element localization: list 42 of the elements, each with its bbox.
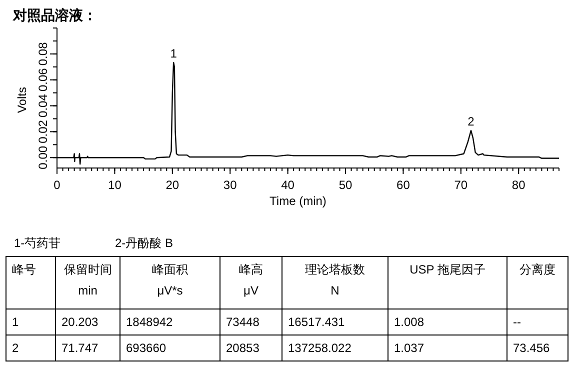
text: 2 — [12, 341, 19, 355]
text: 73.456 — [513, 341, 550, 355]
text: -- — [513, 315, 521, 329]
x-tick-label: 30 — [223, 178, 238, 192]
x-axis-title: Time (min) — [270, 194, 326, 208]
x-tick-label: 0 — [54, 178, 61, 192]
chart-title: 对照品溶液： — [12, 7, 97, 23]
y-tick-label: 0.06 — [36, 68, 50, 92]
text: 1848942 — [126, 315, 174, 329]
x-tick-label: 50 — [338, 178, 352, 192]
text: 693660 — [126, 341, 166, 355]
text: 2-丹酚酸 B — [115, 236, 174, 250]
text: 峰号 — [12, 262, 36, 276]
text: 1 — [12, 315, 19, 329]
y-tick-label: 0.00 — [36, 146, 50, 170]
annotation: 1 — [170, 46, 178, 60]
text: 1.008 — [394, 315, 424, 329]
text: 137258.022 — [288, 341, 352, 355]
text: 峰高 μV — [239, 262, 263, 298]
text: 71.747 — [62, 341, 99, 355]
text: 理论塔板数 N — [305, 262, 365, 298]
y-axis-title: Volts — [15, 86, 29, 114]
text: USP 拖尾因子 — [410, 262, 486, 276]
text: 20853 — [226, 341, 260, 355]
x-tick-label: 80 — [512, 178, 526, 192]
text: 峰面积 μV*s — [152, 262, 188, 298]
y-tick-label: 0.08 — [36, 42, 50, 66]
text: 1.037 — [394, 341, 424, 355]
x-tick-label: 40 — [281, 178, 295, 192]
x-tick-label: 70 — [454, 178, 468, 192]
text: 分离度 — [520, 262, 556, 276]
y-tick-label: 0.04 — [36, 94, 50, 118]
text: 73448 — [226, 315, 260, 329]
text: 1-芍药苷 — [14, 236, 61, 250]
x-tick-label: 10 — [108, 178, 122, 192]
annotation: 2 — [468, 114, 475, 129]
text: 20.203 — [62, 315, 99, 329]
y-tick-label: 0.02 — [36, 120, 50, 144]
x-tick-label: 60 — [396, 178, 410, 192]
x-tick-label: 20 — [166, 178, 180, 192]
text: 保留时间 min — [64, 262, 112, 298]
text: 16517.431 — [288, 315, 346, 329]
